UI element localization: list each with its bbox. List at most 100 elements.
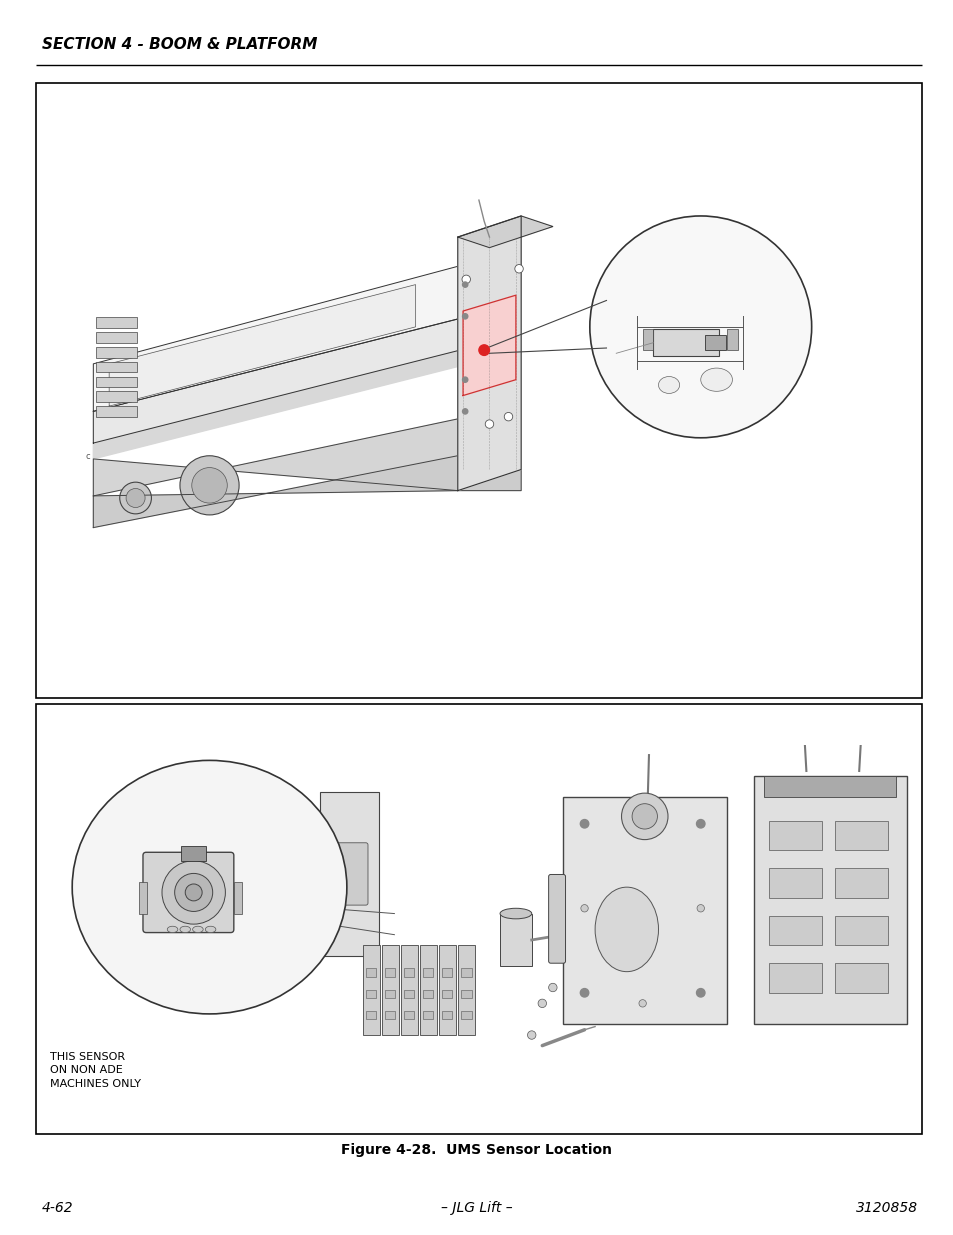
Bar — [834, 915, 887, 945]
Bar — [384, 968, 395, 977]
Bar — [384, 1010, 395, 1019]
Bar — [36, 83, 921, 698]
Bar — [499, 914, 531, 966]
Circle shape — [696, 820, 704, 827]
Bar — [36, 704, 921, 1134]
Circle shape — [462, 409, 467, 414]
Bar — [96, 362, 136, 372]
Bar — [457, 945, 475, 1035]
Bar — [653, 329, 718, 357]
Circle shape — [697, 904, 703, 911]
Bar — [460, 989, 471, 998]
Ellipse shape — [180, 926, 191, 932]
Circle shape — [192, 468, 227, 503]
Bar — [381, 945, 398, 1035]
Bar — [441, 989, 452, 998]
Circle shape — [548, 983, 557, 992]
Text: – JLG Lift –: – JLG Lift – — [440, 1200, 513, 1215]
Circle shape — [185, 884, 202, 900]
Bar — [438, 945, 456, 1035]
Circle shape — [162, 861, 225, 924]
Circle shape — [478, 345, 489, 356]
Circle shape — [174, 873, 213, 911]
Bar — [460, 968, 471, 977]
Polygon shape — [462, 295, 516, 395]
Bar — [96, 377, 136, 387]
Polygon shape — [93, 395, 468, 496]
Ellipse shape — [499, 908, 531, 919]
Circle shape — [504, 412, 512, 421]
Text: THIS SENSOR
ON NON ADE
MACHINES ONLY: THIS SENSOR ON NON ADE MACHINES ONLY — [50, 1052, 140, 1088]
Bar — [834, 963, 887, 993]
Circle shape — [515, 264, 523, 273]
Ellipse shape — [193, 926, 203, 932]
Circle shape — [579, 988, 588, 997]
Text: c: c — [86, 452, 91, 461]
Bar — [422, 989, 433, 998]
Bar — [96, 347, 136, 357]
Bar — [96, 406, 136, 416]
Bar — [403, 1010, 414, 1019]
Bar — [96, 317, 136, 329]
Bar — [460, 1010, 471, 1019]
Circle shape — [462, 314, 467, 319]
Bar — [704, 336, 725, 350]
Polygon shape — [457, 216, 553, 248]
Circle shape — [485, 420, 494, 429]
Bar — [384, 989, 395, 998]
Bar — [422, 1010, 433, 1019]
Bar — [366, 1010, 376, 1019]
FancyBboxPatch shape — [143, 852, 233, 932]
Bar — [138, 882, 147, 914]
Bar — [96, 391, 136, 401]
Circle shape — [632, 804, 657, 829]
Bar — [834, 868, 887, 898]
Bar — [366, 968, 376, 977]
Bar — [726, 329, 737, 350]
Circle shape — [120, 482, 152, 514]
Polygon shape — [457, 216, 520, 490]
Bar — [403, 968, 414, 977]
Circle shape — [579, 820, 588, 827]
FancyBboxPatch shape — [331, 842, 368, 905]
Ellipse shape — [72, 761, 347, 1014]
Polygon shape — [93, 348, 468, 459]
Bar — [769, 963, 821, 993]
Circle shape — [527, 1031, 536, 1040]
Bar — [769, 915, 821, 945]
Text: 4-62: 4-62 — [42, 1200, 73, 1215]
Polygon shape — [93, 263, 468, 411]
Ellipse shape — [700, 368, 732, 391]
Circle shape — [461, 275, 470, 284]
Bar — [422, 968, 433, 977]
Bar — [181, 846, 206, 861]
Bar — [769, 820, 821, 850]
Bar — [320, 792, 378, 956]
Bar — [642, 329, 653, 350]
Bar — [403, 989, 414, 998]
Circle shape — [126, 489, 145, 508]
Polygon shape — [93, 453, 520, 527]
Circle shape — [639, 999, 646, 1007]
Text: Figure 4-28.  UMS Sensor Location: Figure 4-28. UMS Sensor Location — [341, 1142, 612, 1157]
Circle shape — [589, 216, 811, 437]
Bar — [400, 945, 417, 1035]
FancyBboxPatch shape — [548, 874, 565, 963]
Polygon shape — [109, 284, 416, 406]
Text: SECTION 4 - BOOM & PLATFORM: SECTION 4 - BOOM & PLATFORM — [42, 37, 317, 52]
Circle shape — [580, 904, 588, 911]
Bar — [233, 882, 242, 914]
Bar — [362, 945, 379, 1035]
Bar — [563, 798, 726, 1025]
Text: 3120858: 3120858 — [855, 1200, 917, 1215]
Bar — [441, 968, 452, 977]
Bar — [419, 945, 436, 1035]
Ellipse shape — [205, 926, 215, 932]
Bar — [763, 777, 895, 798]
Bar — [834, 820, 887, 850]
Ellipse shape — [167, 926, 177, 932]
Circle shape — [180, 456, 239, 515]
Bar — [441, 1010, 452, 1019]
Circle shape — [696, 988, 704, 997]
Bar — [96, 332, 136, 343]
